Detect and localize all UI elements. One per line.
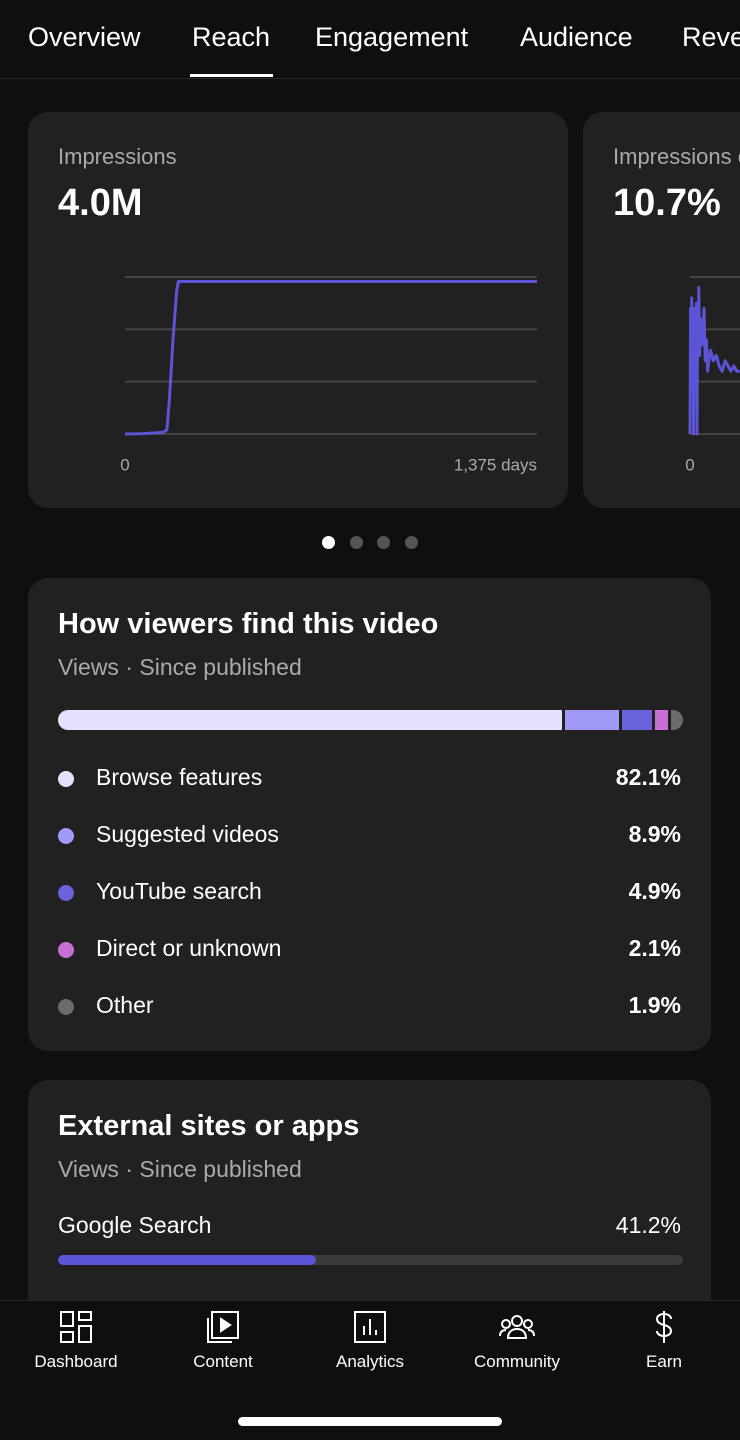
card-title: External sites or apps <box>58 1110 360 1142</box>
legend-row: Direct or unknown 2.1% <box>58 935 681 965</box>
legend-row: Browse features 82.1% <box>58 764 681 794</box>
stacked-bar <box>58 710 683 730</box>
line-series <box>124 279 537 436</box>
line-series <box>688 285 740 436</box>
legend-label: Suggested videos <box>96 821 279 847</box>
nav-label: Content <box>193 1352 253 1371</box>
x-tick-label: 0 <box>120 455 129 474</box>
metric-value: 4.0M <box>58 182 143 224</box>
legend-swatch <box>58 828 74 844</box>
nav-label: Analytics <box>335 1352 405 1371</box>
bar-segment <box>58 710 562 730</box>
metric-title: Impressions click-through rate <box>613 144 740 169</box>
chart: 01.4M2.8M4.2M01,375 days <box>120 276 537 474</box>
bar-segment <box>622 710 653 730</box>
metric-title: Impressions <box>58 144 177 169</box>
legend-value: 4.9% <box>628 878 681 904</box>
traffic-card: How viewers find this video Views · Sinc… <box>28 578 711 1051</box>
tab[interactable]: Audience <box>520 22 633 52</box>
legend-swatch <box>58 771 74 787</box>
legend-value: 82.1% <box>615 764 681 790</box>
legend-swatch <box>58 999 74 1015</box>
site-value: 41.2% <box>615 1212 681 1238</box>
tab-indicator <box>190 74 273 77</box>
page-dot <box>405 536 418 549</box>
legend-label: YouTube search <box>96 878 262 904</box>
page-dot <box>322 536 335 549</box>
nav-item[interactable]: Analytics <box>296 1310 444 1372</box>
bar-segment <box>564 710 620 730</box>
legend-row: Suggested videos 8.9% <box>58 821 681 851</box>
page-dot <box>377 536 390 549</box>
legend-row: Other 1.9% <box>58 992 681 1022</box>
home-indicator <box>238 1417 502 1426</box>
x-tick-label: 1,375 days <box>454 455 537 474</box>
metric-card[interactable]: Impressions click-through rate 10.7% 0.0%1… <box>583 112 740 508</box>
bar-segment <box>655 710 669 730</box>
tab-bar: Overview Reach Engagement Audience Reven… <box>0 0 740 79</box>
progress-bar <box>58 1255 316 1265</box>
card-title: How viewers find this video <box>58 608 439 640</box>
nav-item[interactable]: Dashboard <box>2 1310 150 1372</box>
tab-active[interactable]: Reach <box>192 22 271 52</box>
nav-label: Dashboard <box>34 1352 118 1371</box>
card-subtitle: Views · Since published <box>58 1156 302 1182</box>
legend-value: 1.9% <box>628 992 681 1018</box>
tab[interactable]: Engagement <box>315 22 469 52</box>
legend-label: Direct or unknown <box>96 935 282 961</box>
progress-track <box>58 1255 683 1265</box>
metric-value: 10.7% <box>613 182 721 224</box>
tab[interactable]: Overview <box>28 22 141 52</box>
nav-item[interactable]: Community <box>443 1310 591 1372</box>
legend-swatch <box>58 942 74 958</box>
nav-label: Community <box>474 1352 560 1371</box>
legend-label: Other <box>96 992 154 1018</box>
site-row: Google Search 41.2% <box>58 1212 681 1242</box>
legend-swatch <box>58 885 74 901</box>
legend-row: YouTube search 4.9% <box>58 878 681 908</box>
legend-label: Browse features <box>96 764 263 790</box>
legend-value: 8.9% <box>628 821 681 847</box>
external-card: External sites or apps Views · Since pub… <box>28 1080 711 1340</box>
page-dot <box>350 536 363 549</box>
chart: 0.0%10.0%20.0%30.0%0 <box>685 276 740 474</box>
nav-item[interactable]: Content <box>149 1310 297 1372</box>
card-subtitle: Views · Since published <box>58 654 302 680</box>
bar-segment <box>671 710 683 730</box>
tab[interactable]: Revenue <box>682 22 740 52</box>
x-tick-label: 0 <box>685 455 694 474</box>
nav-item[interactable]: Earn <box>590 1310 738 1372</box>
nav-label: Earn <box>646 1352 682 1371</box>
site-name: Google Search <box>58 1212 212 1238</box>
legend-value: 2.1% <box>628 935 681 961</box>
